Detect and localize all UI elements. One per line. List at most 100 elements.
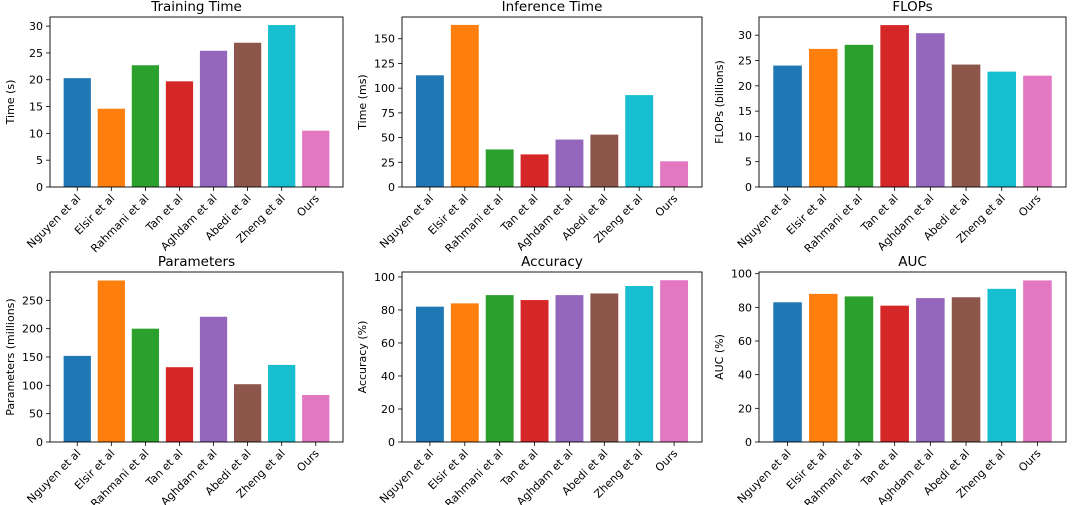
y-tick-label: 20	[381, 403, 395, 416]
y-tick-label: 100	[22, 379, 43, 392]
bar-7	[1023, 75, 1052, 187]
chart-title: Parameters	[158, 254, 235, 270]
bar-0	[63, 355, 91, 442]
bar-5	[951, 297, 981, 442]
bar-3	[165, 81, 194, 187]
axes-frame	[49, 16, 344, 188]
bar-7	[660, 161, 689, 187]
y-tick-label: 40	[738, 369, 752, 382]
x-tick-label: Ours	[1016, 192, 1044, 220]
y-tick-label: 5	[745, 156, 752, 169]
bar-0	[415, 75, 444, 187]
y-tick-label: 80	[381, 304, 395, 317]
x-tick-label: Ours	[653, 447, 681, 475]
bar-3	[880, 305, 909, 442]
bar-6	[268, 364, 296, 442]
bar-0	[63, 78, 91, 187]
y-tick-label: 200	[22, 323, 43, 336]
bar-3	[880, 25, 909, 187]
y-tick-label: 80	[738, 301, 752, 314]
y-tick-label: 15	[29, 101, 43, 114]
chart-title: Inference Time	[502, 0, 603, 15]
y-tick-label: 15	[738, 105, 752, 118]
y-tick-label: 100	[731, 268, 752, 281]
bar-3	[520, 154, 549, 187]
bar-2	[844, 44, 874, 187]
bar-7	[302, 130, 330, 187]
bar-1	[450, 303, 479, 442]
bar-5	[233, 384, 262, 442]
y-tick-label: 30	[29, 20, 43, 33]
y-tick-label: 250	[22, 294, 43, 307]
bar-4	[199, 50, 228, 187]
y-tick-label: 20	[738, 402, 752, 415]
bar-6	[987, 71, 1017, 187]
bar-0	[773, 302, 802, 442]
bar-4	[555, 139, 584, 187]
chart-title: AUC	[898, 254, 927, 270]
bar-1	[97, 108, 125, 187]
y-tick-label: 125	[374, 57, 395, 70]
y-tick-label: 150	[374, 33, 395, 46]
y-tick-label: 60	[738, 335, 752, 348]
bar-1	[97, 280, 125, 442]
y-tick-label: 25	[29, 47, 43, 60]
y-tick-label: 20	[29, 74, 43, 87]
bar-7	[302, 394, 330, 442]
bar-3	[520, 300, 549, 442]
y-tick-label: 0	[388, 436, 395, 449]
y-tick-label: 5	[36, 154, 43, 167]
bar-4	[199, 316, 228, 442]
bar-6	[987, 288, 1017, 442]
axes-frame	[758, 271, 1067, 443]
y-tick-label: 0	[745, 436, 752, 449]
x-tick-label: Ours	[294, 447, 322, 475]
bar-4	[916, 33, 945, 187]
x-tick-label: Rahmani et al	[88, 447, 151, 505]
bar-3	[165, 367, 194, 442]
y-tick-label: 25	[381, 156, 395, 169]
bar-2	[485, 295, 514, 442]
bar-2	[844, 296, 874, 442]
axes-frame	[401, 16, 703, 188]
y-tick-label: 75	[381, 107, 395, 120]
y-tick-label: 10	[29, 127, 43, 140]
axes-frame	[758, 16, 1067, 188]
x-tick-label: Nguyen et al	[735, 447, 794, 505]
bar-4	[555, 295, 584, 442]
bar-5	[951, 64, 981, 187]
bar-0	[773, 65, 802, 187]
bar-1	[808, 293, 838, 442]
x-tick-label: Ours	[653, 192, 681, 220]
bar-7	[1023, 280, 1052, 442]
y-axis-label: AUC (%)	[713, 334, 726, 380]
y-axis-label: Time (ms)	[356, 74, 369, 130]
y-tick-label: 0	[36, 181, 43, 194]
y-tick-label: 40	[381, 370, 395, 383]
bar-1	[808, 48, 838, 188]
bar-0	[415, 306, 444, 442]
bar-2	[131, 65, 160, 187]
bar-1	[450, 24, 479, 187]
bar-2	[485, 149, 514, 187]
x-tick-label: Nguyen et al	[24, 192, 83, 251]
y-tick-label: 30	[738, 29, 752, 42]
y-tick-label: 100	[374, 82, 395, 95]
bar-5	[233, 42, 262, 187]
y-tick-label: 20	[738, 80, 752, 93]
bar-2	[131, 328, 160, 442]
bar-4	[916, 298, 945, 442]
bar-7	[660, 280, 689, 442]
y-axis-label: FLOPs (billions)	[713, 60, 726, 144]
chart-title: FLOPs	[892, 0, 932, 15]
bar-5	[590, 134, 619, 187]
y-tick-label: 60	[381, 337, 395, 350]
y-axis-label: Time (s)	[4, 80, 17, 126]
y-tick-label: 50	[29, 408, 43, 421]
y-tick-label: 25	[738, 55, 752, 68]
y-axis-label: Accuracy (%)	[356, 321, 369, 394]
